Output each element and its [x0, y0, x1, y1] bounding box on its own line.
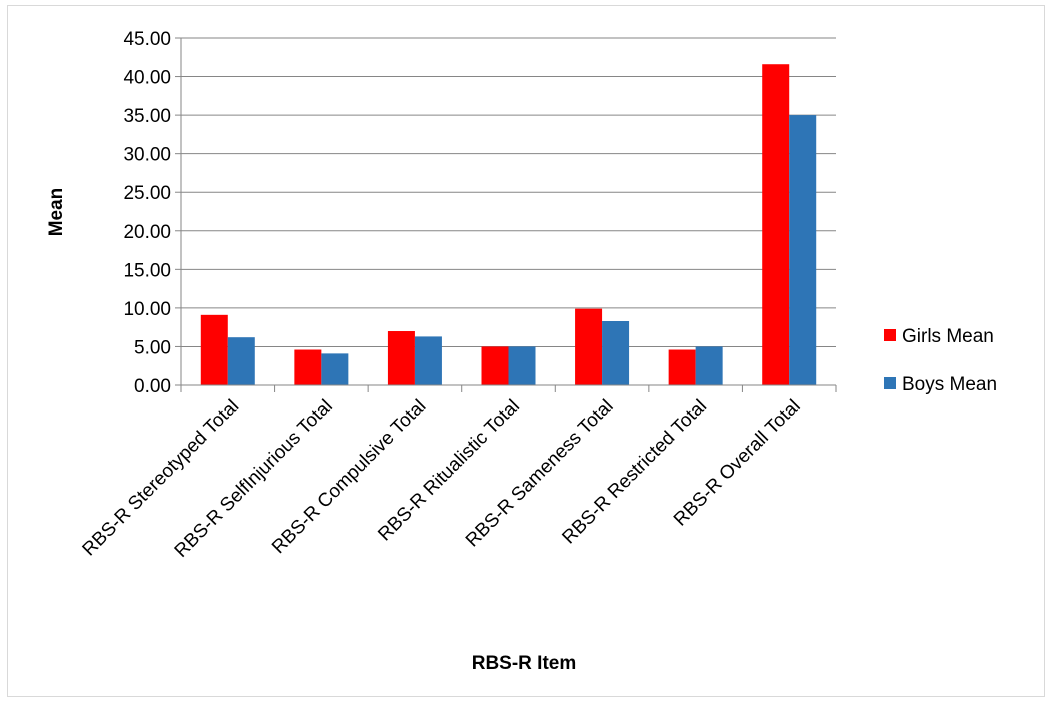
bar-boys — [695, 346, 723, 385]
x-axis-title: RBS-R Item — [472, 653, 577, 674]
bar-boys — [227, 337, 255, 385]
y-tick-label: 5.00 — [134, 337, 171, 358]
bar-girls — [762, 64, 790, 386]
x-tick-label: RBS-R Stereotyped Total — [79, 396, 244, 561]
bar-girls — [575, 308, 603, 385]
x-tick-label: RBS-R SelfInjurious Total — [171, 396, 337, 562]
legend-swatch — [884, 377, 896, 389]
bar-boys — [321, 353, 349, 385]
x-tick-label: RBS-R Compulsive Total — [268, 396, 430, 558]
y-tick-label: 20.00 — [123, 222, 171, 243]
y-tick-label: 0.00 — [134, 376, 171, 397]
y-tick-label: 30.00 — [123, 145, 171, 166]
bars — [200, 64, 817, 386]
y-tick-labels: 0.00 5.00 10.00 15.00 20.00 25.00 30.00 35.00 40… — [123, 29, 181, 397]
legend-label: Girls Mean — [902, 326, 994, 347]
y-tick-label: 25.00 — [123, 183, 171, 204]
y-axis-title: Mean — [46, 188, 67, 237]
y-tick-label: 10.00 — [123, 299, 171, 320]
bar-girls — [387, 331, 415, 385]
axes — [180, 38, 836, 386]
bar-girls — [668, 349, 696, 385]
y-tick-label: 45.00 — [123, 29, 171, 50]
y-tick-label: 35.00 — [123, 106, 171, 127]
bar-boys — [414, 336, 442, 385]
bar-girls — [294, 349, 322, 385]
y-tick-label: 40.00 — [123, 68, 171, 89]
bar-boys — [508, 346, 536, 385]
bar-boys — [602, 320, 630, 385]
bar-boys — [789, 115, 817, 385]
legend: Girls Mean Boys Mean — [884, 326, 997, 395]
y-tick-label: 15.00 — [123, 260, 171, 281]
gridlines — [181, 37, 836, 347]
bar-girls — [200, 314, 228, 385]
legend-label: Boys Mean — [902, 374, 997, 395]
legend-swatch — [884, 329, 896, 341]
bar-girls — [481, 346, 509, 385]
